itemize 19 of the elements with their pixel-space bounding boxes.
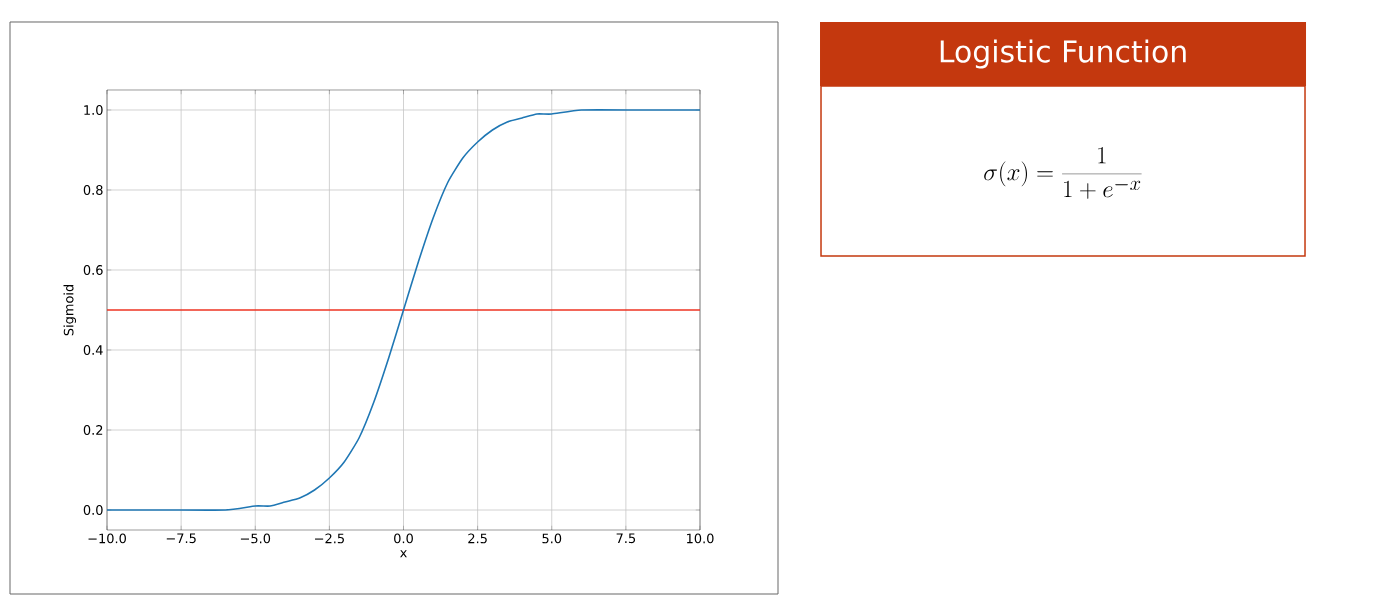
y-tick-label: 0.8 xyxy=(83,185,103,195)
y-tick-label: 0.2 xyxy=(83,425,103,435)
y-axis-title: Sigmoid xyxy=(63,284,77,336)
x-tick-label: 0.0 xyxy=(394,533,413,544)
y-tick-label: 0.4 xyxy=(83,345,103,355)
text: Logistic Function xyxy=(940,39,1186,69)
x-tick-label: −10.0 xyxy=(88,533,126,544)
y-tick-label: 1.0 xyxy=(84,105,103,115)
x-tick-label: 7.5 xyxy=(616,533,636,544)
x-tick-label: 5.0 xyxy=(542,533,562,544)
x-tick-label: −7.5 xyxy=(166,533,196,544)
x-tick-label: 2.5 xyxy=(468,533,487,544)
x-axis-title: x xyxy=(400,550,407,558)
y-tick-label: 0.0 xyxy=(83,505,103,515)
x-tick-label: −5.0 xyxy=(240,533,271,544)
text: $\sigma(x) = \frac{1}{1+e^{-x}}$ xyxy=(984,146,1142,199)
x-tick-label: 10.0 xyxy=(687,533,714,544)
x-tick-label: −2.5 xyxy=(315,533,344,544)
y-tick-label: 0.6 xyxy=(83,265,103,275)
